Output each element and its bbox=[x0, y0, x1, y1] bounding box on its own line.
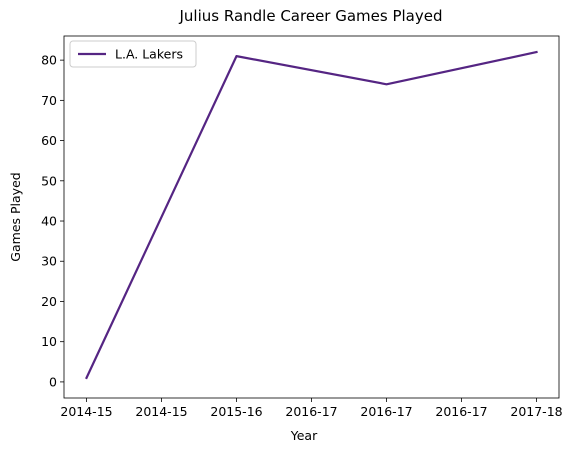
x-tick-label: 2017-18 bbox=[510, 404, 562, 419]
y-axis-ticks: 0 10 20 30 40 50 60 70 80 bbox=[41, 53, 64, 390]
plot-area bbox=[64, 36, 559, 398]
x-axis-title: Year bbox=[290, 428, 318, 443]
x-axis-ticks: 2014-15 2014-15 2015-16 2016-17 2016-17 2016-… bbox=[60, 398, 562, 419]
x-tick-label: 2016-17 bbox=[285, 404, 337, 419]
x-tick-label: 2015-16 bbox=[210, 404, 262, 419]
y-tick-label: 50 bbox=[41, 173, 57, 188]
y-tick-label: 20 bbox=[41, 294, 57, 309]
chart-title: Julius Randle Career Games Played bbox=[179, 7, 443, 25]
y-tick-label: 0 bbox=[49, 374, 57, 389]
x-tick-label: 2014-15 bbox=[135, 404, 187, 419]
y-tick-label: 80 bbox=[41, 53, 57, 68]
x-tick-label: 2014-15 bbox=[60, 404, 112, 419]
legend: L.A. Lakers bbox=[70, 41, 196, 67]
y-tick-label: 60 bbox=[41, 133, 57, 148]
x-tick-label: 2016-17 bbox=[360, 404, 412, 419]
legend-label: L.A. Lakers bbox=[115, 47, 183, 62]
y-tick-label: 70 bbox=[41, 93, 57, 108]
y-tick-label: 40 bbox=[41, 214, 57, 229]
y-axis-title: Games Played bbox=[8, 172, 23, 261]
y-tick-label: 30 bbox=[41, 254, 57, 269]
x-tick-label: 2016-17 bbox=[435, 404, 487, 419]
y-tick-label: 10 bbox=[41, 334, 57, 349]
